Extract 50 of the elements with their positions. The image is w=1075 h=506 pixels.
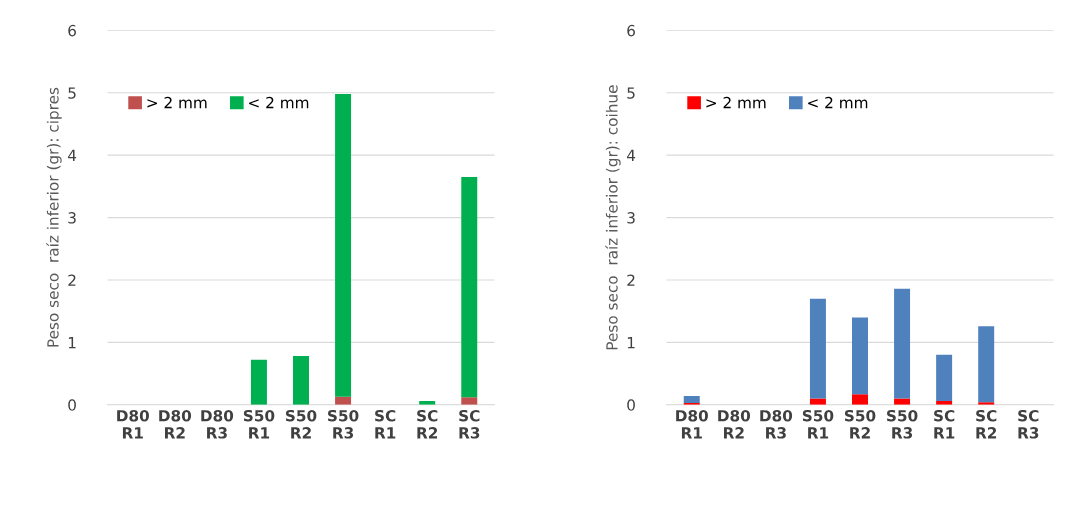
x-tick-label: SC R3 xyxy=(1018,409,1039,439)
legend-label: > 2 mm xyxy=(147,96,207,109)
y-tick-label: 3 xyxy=(627,212,635,224)
y-tick-label: 6 xyxy=(627,24,635,37)
bar xyxy=(461,177,478,398)
legend-label: < 2 mm xyxy=(249,96,309,109)
x-tick-label: S50 R2 xyxy=(844,409,876,439)
legend-label: < 2 mm xyxy=(808,96,868,109)
x-tick-label: D80 R3 xyxy=(760,409,793,439)
y-axis-title: Peso seco raíz inferior (gr): cipres xyxy=(46,87,62,347)
bar xyxy=(894,288,911,399)
y-tick-label: 5 xyxy=(68,87,76,99)
bar xyxy=(852,394,868,405)
bar xyxy=(852,317,868,395)
x-tick-label: D80 R1 xyxy=(676,409,708,439)
bar xyxy=(683,396,700,403)
x-tick-label: SC R1 xyxy=(375,409,396,439)
bar xyxy=(293,356,309,405)
x-tick-label: SC R2 xyxy=(417,409,438,439)
y-tick-label: 0 xyxy=(68,399,76,411)
x-tick-label: SC R3 xyxy=(459,409,480,439)
x-tick-label: SC R1 xyxy=(934,409,955,439)
x-tick-label: D80 R1 xyxy=(117,409,149,439)
y-axis-title: Peso seco raíz inferior (gr): coihue xyxy=(605,85,621,350)
y-tick-label: 5 xyxy=(627,87,635,99)
y-tick-label: 2 xyxy=(68,274,76,286)
x-tick-label: S50 R3 xyxy=(328,409,359,439)
bar xyxy=(978,326,995,403)
y-tick-label: 1 xyxy=(627,337,635,349)
x-tick-label: S50 R3 xyxy=(887,409,918,439)
bar xyxy=(461,397,478,405)
y-tick-label: 2 xyxy=(627,274,635,286)
x-tick-label: D80 R2 xyxy=(159,409,192,439)
x-tick-label: S50 R2 xyxy=(285,409,317,439)
x-tick-label: D80 R2 xyxy=(718,409,751,439)
x-tick-label: S50 R1 xyxy=(802,409,834,439)
y-tick-label: 4 xyxy=(67,149,77,161)
y-tick-label: 1 xyxy=(68,337,76,349)
bar xyxy=(250,359,267,405)
x-tick-label: D80 R3 xyxy=(201,409,234,439)
legend-label: > 2 mm xyxy=(706,96,766,109)
y-tick-label: 4 xyxy=(626,149,636,161)
x-tick-label: S50 R1 xyxy=(243,409,275,439)
bar xyxy=(809,298,826,399)
bar xyxy=(335,94,352,397)
bar xyxy=(936,354,953,402)
y-tick-label: 6 xyxy=(68,24,76,37)
y-tick-label: 3 xyxy=(68,212,76,224)
x-tick-label: SC R2 xyxy=(976,409,997,439)
y-tick-label: 0 xyxy=(627,399,635,411)
